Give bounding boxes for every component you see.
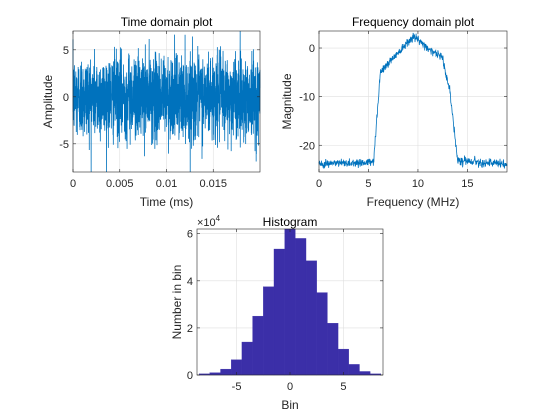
histogram-bar bbox=[252, 315, 264, 376]
time-domain-x-tick-labels: 0 0.005 0.01 0.015 bbox=[70, 178, 227, 190]
freq-x-tick-label: 10 bbox=[412, 178, 424, 190]
time-domain-x-label: Time (ms) bbox=[140, 195, 194, 209]
histogram-x-tick-labels: -5 0 5 bbox=[232, 381, 347, 393]
histogram-x-label: Bin bbox=[281, 398, 298, 412]
histogram-y-exponent: ×104 bbox=[197, 214, 221, 229]
histogram-bar bbox=[220, 368, 232, 376]
time-y-tick-label: 0 bbox=[63, 92, 69, 104]
histogram-bar bbox=[359, 371, 371, 376]
histogram-bar bbox=[316, 292, 328, 376]
freq-x-tick-label: 15 bbox=[461, 178, 473, 190]
frequency-domain-y-tick-labels: -20 -10 0 bbox=[299, 43, 315, 152]
hist-y-tick-label: 6 bbox=[187, 229, 193, 241]
histogram-y-exponent-base: ×10 bbox=[197, 217, 216, 229]
time-domain-y-label: Amplitude bbox=[41, 75, 55, 129]
histogram-bar bbox=[263, 286, 275, 376]
histogram-y-exponent-power: 4 bbox=[216, 214, 221, 223]
frequency-domain-y-label: Magnitude bbox=[280, 73, 294, 129]
freq-y-tick-label: -10 bbox=[299, 92, 315, 104]
histogram-bars bbox=[198, 228, 382, 376]
histogram-bar bbox=[305, 260, 317, 376]
frequency-domain-plot-area bbox=[319, 31, 507, 172]
frequency-domain-title: Frequency domain plot bbox=[352, 15, 475, 29]
histogram-bar bbox=[209, 372, 221, 376]
hist-y-tick-label: 0 bbox=[187, 370, 193, 382]
time-domain-axes: 0 0.005 0.01 0.015 -5 0 5 Time domain pl… bbox=[41, 15, 261, 209]
frequency-domain-x-tick-labels: 0 5 10 15 bbox=[316, 178, 474, 190]
time-x-tick-label: 0.01 bbox=[156, 178, 177, 190]
freq-x-tick-label: 5 bbox=[365, 178, 371, 190]
histogram-bar bbox=[337, 348, 349, 376]
hist-y-tick-label: 4 bbox=[187, 276, 193, 288]
hist-x-tick-label: -5 bbox=[232, 381, 242, 393]
histogram-bar bbox=[241, 341, 253, 376]
time-domain-title: Time domain plot bbox=[121, 15, 213, 29]
hist-y-tick-label: 2 bbox=[187, 323, 193, 335]
time-x-tick-label: 0.015 bbox=[199, 178, 227, 190]
histogram-bar bbox=[327, 323, 339, 376]
hist-x-tick-label: 5 bbox=[340, 381, 346, 393]
frequency-domain-x-label: Frequency (MHz) bbox=[367, 195, 460, 209]
time-x-tick-label: 0.005 bbox=[106, 178, 134, 190]
time-domain-y-tick-labels: -5 0 5 bbox=[59, 45, 69, 151]
freq-y-tick-label: -20 bbox=[299, 140, 315, 152]
freq-y-tick-label: 0 bbox=[309, 43, 315, 55]
frequency-domain-spectrum-line bbox=[318, 32, 508, 170]
frequency-domain-axes: 0 5 10 15 -20 -10 0 Frequency domain plo… bbox=[280, 15, 508, 209]
frequency-domain-ticks bbox=[318, 31, 507, 172]
time-y-tick-label: -5 bbox=[59, 139, 69, 151]
time-x-tick-label: 0 bbox=[70, 178, 76, 190]
histogram-y-label: Number in bin bbox=[170, 265, 184, 340]
time-domain-signal-line bbox=[72, 30, 261, 173]
histogram-bar bbox=[348, 364, 360, 376]
time-y-tick-label: 5 bbox=[63, 45, 69, 57]
histogram-axes: -5 0 5 0 2 4 6 ×104 Histogram Bin Number… bbox=[170, 214, 384, 412]
histogram-bar bbox=[295, 238, 307, 376]
histogram-ticks bbox=[197, 229, 383, 376]
hist-x-tick-label: 0 bbox=[287, 381, 293, 393]
histogram-bar bbox=[284, 228, 296, 376]
histogram-y-tick-labels: 0 2 4 6 bbox=[187, 229, 193, 382]
frequency-domain-frame bbox=[318, 30, 508, 173]
histogram-title: Histogram bbox=[263, 215, 318, 229]
time-domain-ticks bbox=[72, 31, 260, 172]
freq-x-tick-label: 0 bbox=[316, 178, 322, 190]
histogram-bar bbox=[273, 248, 285, 376]
